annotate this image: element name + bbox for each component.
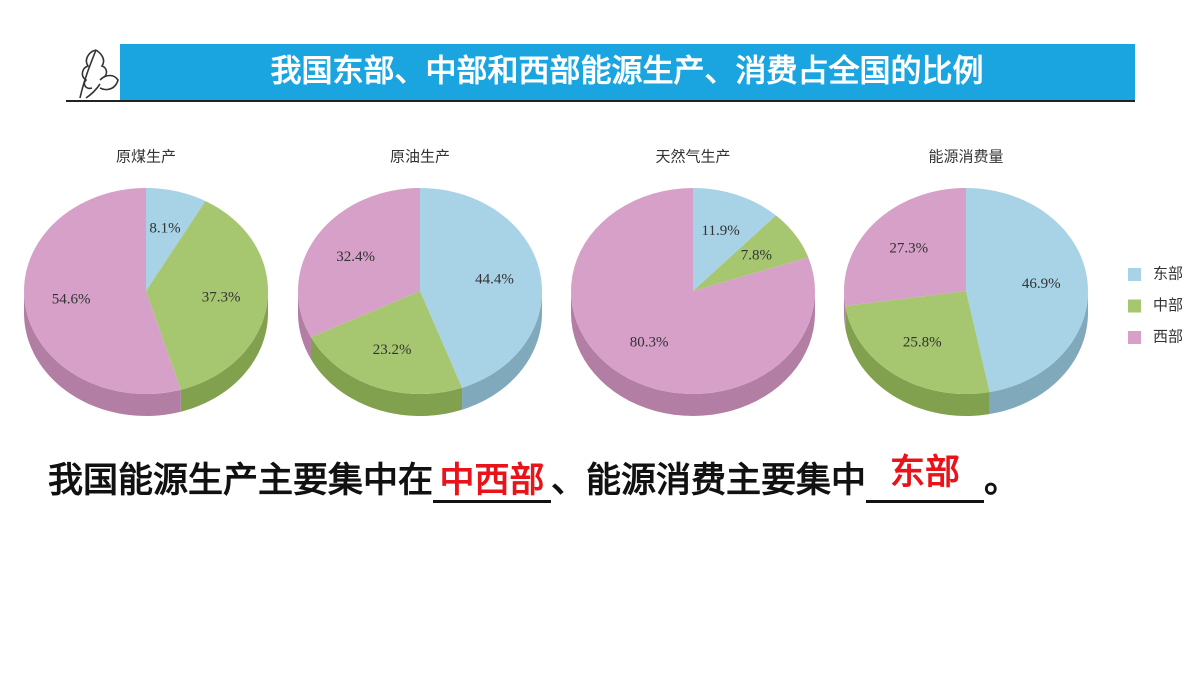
pie-slice xyxy=(693,215,809,291)
pie-side xyxy=(180,291,268,412)
legend-label: 西部 xyxy=(1153,328,1183,345)
legend-swatch xyxy=(1128,299,1141,313)
pie-side xyxy=(571,291,815,416)
pie-slice xyxy=(298,188,420,338)
data-label: 37.3% xyxy=(202,289,241,305)
pie-slice xyxy=(310,291,463,394)
data-label: 32.4% xyxy=(336,249,375,265)
legend-swatch xyxy=(1128,331,1141,344)
blank: 东部 xyxy=(866,453,985,503)
title-banner xyxy=(120,44,1135,100)
blank: 中西部 xyxy=(433,458,552,503)
pie-slice xyxy=(845,291,990,394)
pie-title: 能源消费量 xyxy=(928,148,1003,165)
pie-slice xyxy=(146,188,206,291)
pie-slice xyxy=(146,201,268,390)
pie-slice xyxy=(693,188,776,291)
pie-slice xyxy=(844,188,966,306)
legend-label: 东部 xyxy=(1153,265,1183,282)
pie-slice xyxy=(966,188,1088,393)
title: 我国东部、中部和西部能源生产、消费占全国的比例 xyxy=(271,54,984,90)
pie-side xyxy=(462,291,542,410)
data-label: 27.3% xyxy=(889,241,928,257)
data-label: 7.8% xyxy=(741,248,772,264)
pie-slice xyxy=(24,188,181,394)
data-label: 80.3% xyxy=(630,334,669,350)
data-label: 11.9% xyxy=(702,223,740,239)
legend-label: 中部 xyxy=(1153,297,1183,314)
sentence-text: 、能源消费主要集中 xyxy=(551,461,867,501)
data-label: 23.2% xyxy=(373,342,412,358)
sentence: 我国能源生产主要集中在 中西部 、能源消费主要集中 东部 。 xyxy=(48,452,1019,503)
pie-title: 原油生产 xyxy=(390,148,450,165)
pie-side xyxy=(24,291,181,416)
data-label: 54.6% xyxy=(52,292,91,308)
pie-side xyxy=(844,291,846,328)
pie-slice xyxy=(571,188,815,394)
answer: 中西部 xyxy=(439,461,545,501)
pie-title: 天然气生产 xyxy=(655,148,730,165)
data-label: 25.8% xyxy=(903,335,942,351)
sentence-text: 。 xyxy=(984,461,1020,501)
pie-title: 原煤生产 xyxy=(116,148,176,165)
pie-side xyxy=(298,291,311,360)
answer: 东部 xyxy=(890,453,961,493)
pie-side xyxy=(989,291,1088,415)
pie-side xyxy=(310,337,463,416)
pie-side xyxy=(845,305,990,416)
data-label: 44.4% xyxy=(475,271,514,287)
data-label: 8.1% xyxy=(149,221,180,237)
data-label: 46.9% xyxy=(1022,276,1061,292)
sentence-text: 我国能源生产主要集中在 xyxy=(48,461,434,501)
leaf-icon xyxy=(79,49,119,99)
legend-swatch xyxy=(1128,268,1141,281)
pie-slice xyxy=(420,188,542,388)
